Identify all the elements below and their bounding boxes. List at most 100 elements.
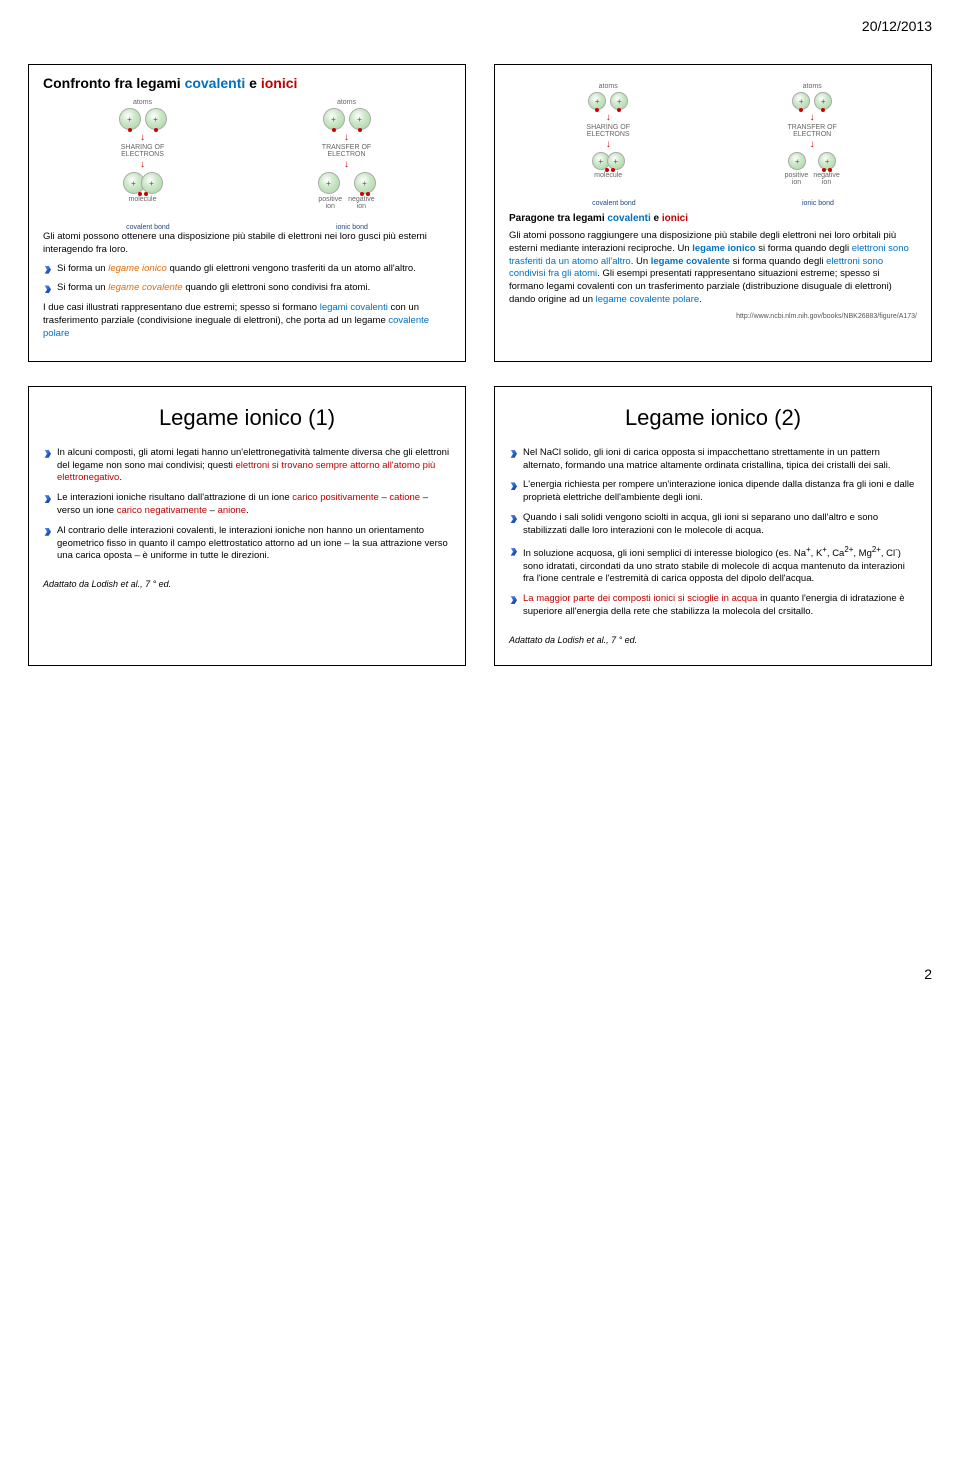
slide-4: Legame ionico (2) Nel NaCl solido, gli i…: [494, 386, 932, 666]
s2b4: si forma quando degli: [730, 256, 826, 267]
atom-icon: [788, 152, 806, 170]
diag2-col-ion: atoms ↓ TRANSFER OF ELECTRON ↓ positive …: [785, 83, 840, 186]
bond-labels: covalent bond ionic bond: [43, 224, 451, 231]
slide2-body: Gli atomi possono raggiungere una dispos…: [509, 230, 917, 307]
t-e: e: [245, 75, 261, 91]
t-cov: covalenti: [185, 75, 246, 91]
slide4-cite: Adattato da Lodish et al., 7 ° ed.: [509, 635, 917, 645]
diag-col-covalent: atoms ↓ SHARING OF ELECTRONS ↓ molecule: [117, 99, 169, 210]
lbl2-negion: negative ion: [813, 172, 839, 186]
s3b2-t3: carico negativamente: [117, 505, 207, 516]
s2b2: si forma quando degli: [756, 243, 852, 254]
header-date: 20/12/2013: [28, 18, 932, 34]
lbl2-covbond: covalent bond: [592, 200, 636, 207]
lbl-negion: negative ion: [348, 196, 374, 210]
slide4-b2: L'energia richiesta per rompere un'inter…: [509, 479, 917, 505]
slide3-b3: Al contrario delle interazioni covalenti…: [43, 525, 451, 563]
arrow-down-icon: ↓: [586, 112, 630, 123]
lbl-covbond: covalent bond: [126, 224, 170, 231]
slide1-p2: I due casi illustrati rappresentano due …: [43, 302, 451, 340]
slide4-title: Legame ionico (2): [509, 405, 917, 431]
s2b3: . Un: [631, 256, 651, 267]
diag-col-ionic: atoms ↓ TRANSFER OF ELECTRON ↓ positive …: [316, 99, 378, 210]
slide2-subtitle: Paragone tra legami covalenti e ionici: [509, 213, 917, 224]
s2b6: .: [699, 294, 702, 305]
arrow-down-icon: ↓: [785, 139, 840, 150]
slide4-b3: Quando i sali solidi vengono sciolti in …: [509, 512, 917, 538]
slide4-b4: In soluzione acquosa, gli ioni semplici …: [509, 545, 917, 587]
atom-icon: [119, 108, 141, 130]
b2-term: legame covalente: [108, 282, 182, 293]
s4b4-m4: , Cl: [881, 548, 895, 559]
st-pre: Paragone tra legami: [509, 213, 607, 224]
st-e: e: [651, 213, 662, 224]
lbl2-atoms-1: atoms: [586, 83, 630, 90]
s3b2-pre: Le interazioni ioniche risultano dall'at…: [57, 492, 292, 503]
lbl-transfer: TRANSFER OF ELECTRON: [316, 144, 378, 158]
s3b2-t1: carico positivamente: [292, 492, 379, 503]
b2-pre: Si forma un: [57, 282, 108, 293]
s4b5-term: La maggior parte dei composti ionici si …: [523, 593, 757, 604]
atom-icon: [588, 92, 606, 110]
arrow-down-icon: ↓: [117, 159, 169, 170]
atom-icon: [818, 152, 836, 170]
lbl2-atoms-2: atoms: [785, 83, 840, 90]
s2-legcov: legame covalente: [651, 256, 730, 267]
atom-icon: [349, 108, 371, 130]
s3b2-t4: anione: [218, 505, 247, 516]
lbl2-molecule: molecule: [586, 172, 630, 179]
s3b2-d2: –: [207, 505, 218, 516]
slide1-b1: Si forma un legame ionico quando gli ele…: [43, 263, 451, 276]
atom-icon: [814, 92, 832, 110]
b1-pre: Si forma un: [57, 263, 108, 274]
slide2-diagram: atoms ↓ SHARING OF ELECTRONS ↓ molecule …: [509, 83, 917, 186]
slide4-b1: Nel NaCl solido, gli ioni di carica oppo…: [509, 447, 917, 473]
b2-post: quando gli elettroni sono condivisi fra …: [183, 282, 370, 293]
slide3-title: Legame ionico (1): [43, 405, 451, 431]
s4b4-m1: , K: [811, 548, 823, 559]
arrow-down-icon: ↓: [316, 132, 378, 143]
diag2-col-cov: atoms ↓ SHARING OF ELECTRONS ↓ molecule: [586, 83, 630, 186]
slide1-title: Confronto fra legami covalenti e ionici: [43, 75, 451, 91]
t-ion: ionici: [261, 75, 298, 91]
lbl-ionbond: ionic bond: [336, 224, 368, 231]
s3b2-d1: –: [379, 492, 390, 503]
arrow-down-icon: ↓: [316, 159, 378, 170]
slide1-p1: Gli atomi possono ottenere una disposizi…: [43, 231, 451, 257]
atom-icon: [792, 92, 810, 110]
lbl-posion: positive ion: [318, 196, 342, 210]
b1-term: legame ionico: [108, 263, 167, 274]
atom-icon: [141, 172, 163, 194]
arrow-down-icon: ↓: [785, 112, 840, 123]
slide3-b2: Le interazioni ioniche risultano dall'at…: [43, 492, 451, 518]
st-ion: ionici: [662, 213, 688, 224]
s4b4-m2: , Ca: [827, 548, 844, 559]
bond-labels-2: covalent bond ionic bond: [509, 200, 917, 207]
p2-t1: legami covalenti: [320, 302, 388, 313]
s4b4-pre: In soluzione acquosa, gli ioni semplici …: [523, 548, 806, 559]
slide2-url: http://www.ncbi.nlm.nih.gov/books/NBK268…: [509, 313, 917, 320]
slide-1: Confronto fra legami covalenti e ionici …: [28, 64, 466, 362]
s2-legion: legame ionico: [692, 243, 755, 254]
atom-icon: [354, 172, 376, 194]
slide1-diagram: atoms ↓ SHARING OF ELECTRONS ↓ molecule …: [43, 99, 451, 210]
slide3-bullets: In alcuni composti, gli atomi legati han…: [43, 447, 451, 564]
slide-3: Legame ionico (1) In alcuni composti, gl…: [28, 386, 466, 666]
b1-post: quando gli elettroni vengono trasferiti …: [167, 263, 416, 274]
slide3-cite: Adattato da Lodish et al., 7 ° ed.: [43, 579, 451, 589]
lbl-sharing: SHARING OF ELECTRONS: [117, 144, 169, 158]
slide-2: atoms ↓ SHARING OF ELECTRONS ↓ molecule …: [494, 64, 932, 362]
arrow-down-icon: ↓: [586, 139, 630, 150]
lbl-molecule: molecule: [117, 196, 169, 203]
slide1-bullets: Si forma un legame ionico quando gli ele…: [43, 263, 451, 296]
arrow-down-icon: ↓: [117, 132, 169, 143]
t-prefix: Confronto fra legami: [43, 75, 185, 91]
st-cov: covalenti: [607, 213, 650, 224]
lbl-atoms-2: atoms: [316, 99, 378, 106]
slide3-b1: In alcuni composti, gli atomi legati han…: [43, 447, 451, 485]
s4b4-m3: , Mg: [853, 548, 871, 559]
s4b4-s4: 2+: [872, 545, 881, 554]
atom-icon: [610, 92, 628, 110]
lbl2-ionbond: ionic bond: [802, 200, 834, 207]
slide4-bullets: Nel NaCl solido, gli ioni di carica oppo…: [509, 447, 917, 619]
